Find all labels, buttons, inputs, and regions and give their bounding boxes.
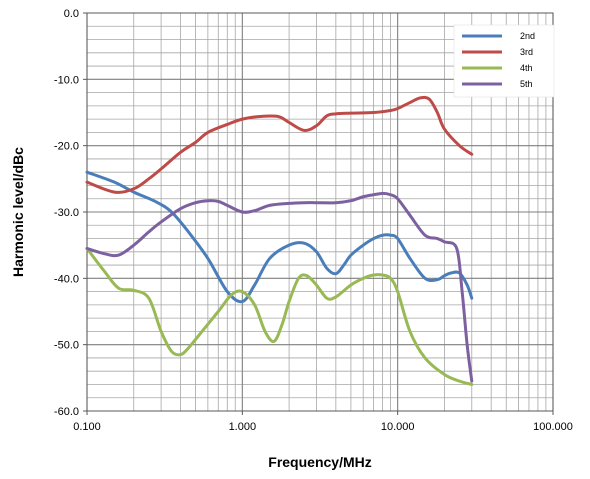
x-axis-title: Frequency/MHz (268, 454, 371, 470)
legend-label-3rd: 3rd (520, 47, 533, 57)
y-axis-title: Harmonic level/dBc (10, 147, 26, 277)
y-tick-label: 0.0 (64, 8, 79, 20)
y-tick-label: -60.0 (54, 406, 79, 418)
y-tick-label: -50.0 (54, 340, 79, 352)
y-tick-label: -30.0 (54, 207, 79, 219)
tick-labels: 0.0 -10.0 -20.0 -30.0 -40.0 -50.0 -60.0 0.100 1.… (54, 8, 573, 433)
x-tick-label: 10.000 (381, 421, 415, 433)
x-tick-label: 0.100 (73, 421, 101, 433)
series-lines (85, 95, 474, 386)
series-line-5th (85, 191, 474, 383)
legend: 2nd 3rd 4th 5th (453, 24, 555, 98)
series-line-4th (85, 246, 474, 386)
x-tick-label: 100.000 (533, 421, 573, 433)
y-tick-label: -10.0 (54, 74, 79, 86)
x-tick-label: 1.000 (229, 421, 257, 433)
legend-label-2nd: 2nd (520, 31, 535, 41)
series-line-3rd (85, 95, 474, 194)
series-line-2nd (85, 170, 474, 304)
legend-label-4th: 4th (520, 63, 533, 73)
legend-label-5th: 5th (520, 79, 533, 89)
y-tick-label: -40.0 (54, 273, 79, 285)
axes (83, 12, 554, 415)
y-tick-label: -20.0 (54, 141, 79, 153)
